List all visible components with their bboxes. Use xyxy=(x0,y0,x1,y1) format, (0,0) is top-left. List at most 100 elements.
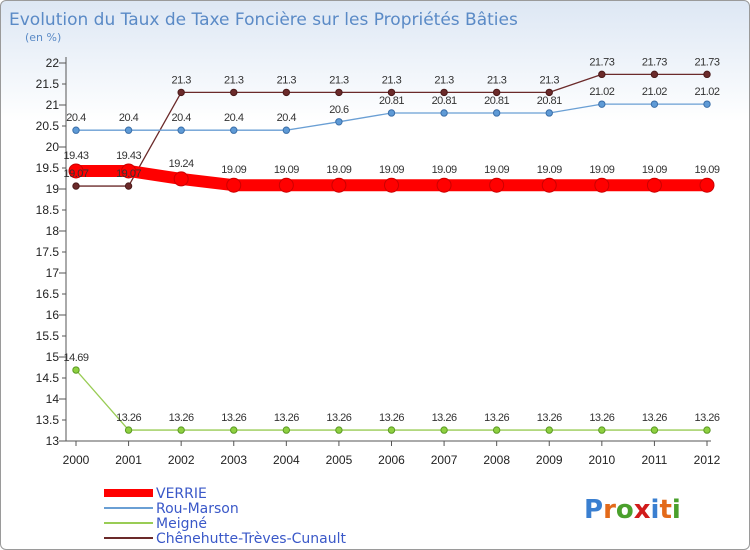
x-tick-label: 2003 xyxy=(220,453,247,467)
legend-label: Chênehutte-Trèves-Cunault xyxy=(156,531,347,547)
data-label: 20.81 xyxy=(379,95,404,107)
y-tick-label: 17 xyxy=(46,266,60,280)
data-label: 20.4 xyxy=(224,112,244,124)
data-label: 21.73 xyxy=(589,56,614,68)
y-tick-label: 13.5 xyxy=(36,413,60,427)
y-tick-label: 21.5 xyxy=(36,77,60,91)
data-point xyxy=(230,88,238,97)
data-point xyxy=(230,126,238,134)
data-label: 19.09 xyxy=(432,164,457,176)
y-axis-unit: (en %) xyxy=(25,31,61,44)
data-label: 19.43 xyxy=(63,150,88,162)
data-label: 19.07 xyxy=(116,168,141,180)
axes: 1313.51414.51515.51616.51717.51818.51919… xyxy=(36,56,721,467)
x-tick-label: 2010 xyxy=(588,453,615,467)
logo-letter: P xyxy=(584,495,603,525)
data-label: 13.26 xyxy=(484,412,509,424)
data-label: 21.02 xyxy=(694,86,719,98)
data-label: 19.09 xyxy=(484,164,509,176)
data-point xyxy=(646,177,662,193)
data-point xyxy=(173,171,189,187)
data-label: 13.26 xyxy=(379,412,404,424)
y-tick-label: 17.5 xyxy=(36,245,60,259)
data-label: 20.4 xyxy=(277,112,297,124)
y-tick-label: 14 xyxy=(46,392,60,406)
data-point xyxy=(436,177,452,193)
data-point xyxy=(387,109,396,117)
data-point xyxy=(282,126,291,134)
data-label: 20.4 xyxy=(119,112,139,124)
y-tick-label: 22 xyxy=(46,56,60,70)
x-tick-label: 2002 xyxy=(168,453,195,467)
data-point xyxy=(72,126,80,134)
data-label: 21.73 xyxy=(694,56,719,68)
proxiti-logo: Proxiti xyxy=(584,495,681,525)
legend-label: Rou-Marson xyxy=(156,501,239,517)
data-label: 19.09 xyxy=(537,164,562,176)
legend-label: VERRIE xyxy=(156,486,207,502)
data-point xyxy=(124,426,133,434)
data-label: 13.26 xyxy=(169,412,194,424)
data-label: 21.02 xyxy=(642,86,667,98)
data-point xyxy=(72,366,80,374)
x-tick-label: 2009 xyxy=(536,453,563,467)
data-label: 19.09 xyxy=(694,164,719,176)
data-point xyxy=(387,88,396,97)
data-point xyxy=(226,177,242,193)
data-point xyxy=(598,70,606,79)
data-point xyxy=(703,100,711,108)
data-label: 21.3 xyxy=(171,74,191,86)
data-label: 20.81 xyxy=(484,95,509,107)
data-point xyxy=(489,177,505,193)
data-label: 19.09 xyxy=(589,164,614,176)
data-point xyxy=(545,426,553,434)
data-label: 21.3 xyxy=(434,74,454,86)
data-point xyxy=(177,426,185,434)
data-point xyxy=(594,177,610,193)
y-tick-label: 16.5 xyxy=(36,287,60,301)
data-point xyxy=(282,88,291,97)
data-point xyxy=(335,426,343,434)
data-label: 13.26 xyxy=(589,412,614,424)
x-tick-label: 2004 xyxy=(273,453,300,467)
data-label: 19.43 xyxy=(116,150,141,162)
data-point xyxy=(440,88,448,97)
data-point xyxy=(440,109,448,117)
data-label: 21.3 xyxy=(487,74,507,86)
data-point xyxy=(541,177,557,193)
data-label: 14.69 xyxy=(63,352,88,364)
data-label: 13.26 xyxy=(116,412,141,424)
data-point xyxy=(278,177,294,193)
logo-letter: t xyxy=(659,495,671,525)
logo-letter: o xyxy=(616,495,634,525)
data-point xyxy=(545,109,553,117)
data-point xyxy=(492,109,501,117)
data-label: 20.81 xyxy=(537,95,562,107)
data-label: 21.3 xyxy=(382,74,402,86)
y-tick-label: 18 xyxy=(46,224,60,238)
y-tick-label: 20.5 xyxy=(36,119,60,133)
data-label: 19.24 xyxy=(169,158,194,170)
data-point xyxy=(230,426,238,434)
data-point xyxy=(650,70,659,79)
x-tick-label: 2012 xyxy=(694,453,721,467)
chart-title: Evolution du Taux de Taxe Foncière sur l… xyxy=(9,10,518,30)
data-label: 19.09 xyxy=(274,164,299,176)
data-label: 19.07 xyxy=(63,168,88,180)
data-label: 13.26 xyxy=(537,412,562,424)
data-point xyxy=(72,182,80,190)
y-tick-label: 14.5 xyxy=(36,371,60,385)
data-label: 20.4 xyxy=(66,112,86,124)
data-label: 19.09 xyxy=(642,164,667,176)
data-point xyxy=(387,426,396,434)
data-label: 21.73 xyxy=(642,56,667,68)
logo-letter: r xyxy=(603,495,616,525)
y-tick-label: 21 xyxy=(46,98,60,112)
data-label: 19.09 xyxy=(221,164,246,176)
data-label: 13.26 xyxy=(642,412,667,424)
y-tick-label: 15 xyxy=(46,350,60,364)
data-point xyxy=(440,426,448,434)
data-point xyxy=(177,126,185,134)
data-label: 13.26 xyxy=(221,412,246,424)
